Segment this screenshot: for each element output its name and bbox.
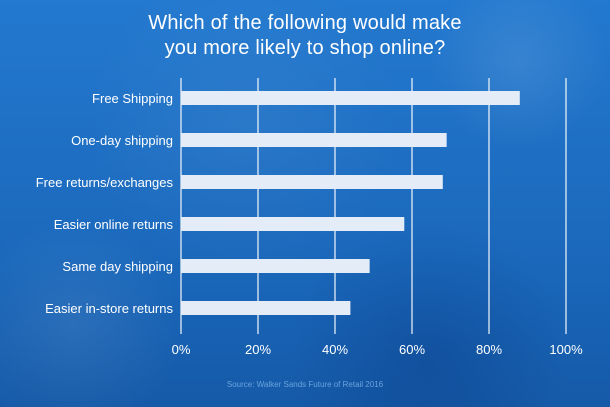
bar bbox=[181, 217, 405, 231]
category-label: Free returns/exchanges bbox=[36, 175, 174, 190]
bar bbox=[181, 259, 370, 273]
category-label: One-day shipping bbox=[71, 133, 173, 148]
x-tick-label: 100% bbox=[549, 342, 583, 357]
x-tick-label: 40% bbox=[322, 342, 348, 357]
bar bbox=[181, 133, 447, 147]
category-label: Easier in-store returns bbox=[45, 301, 173, 316]
category-label: Easier online returns bbox=[54, 217, 174, 232]
x-tick-label: 20% bbox=[245, 342, 271, 357]
x-tick-label: 0% bbox=[172, 342, 191, 357]
chart-source: Source: Walker Sands Future of Retail 20… bbox=[226, 380, 384, 389]
chart-title-line-2: you more likely to shop online? bbox=[164, 37, 446, 59]
x-tick-label: 80% bbox=[476, 342, 502, 357]
category-label: Same day shipping bbox=[62, 259, 173, 274]
bar bbox=[181, 301, 351, 315]
category-label: Free Shipping bbox=[92, 91, 173, 106]
chart-title-line-1: Which of the following would make bbox=[148, 12, 462, 34]
bar bbox=[181, 175, 443, 189]
bar bbox=[181, 91, 520, 105]
x-tick-label: 60% bbox=[399, 342, 425, 357]
